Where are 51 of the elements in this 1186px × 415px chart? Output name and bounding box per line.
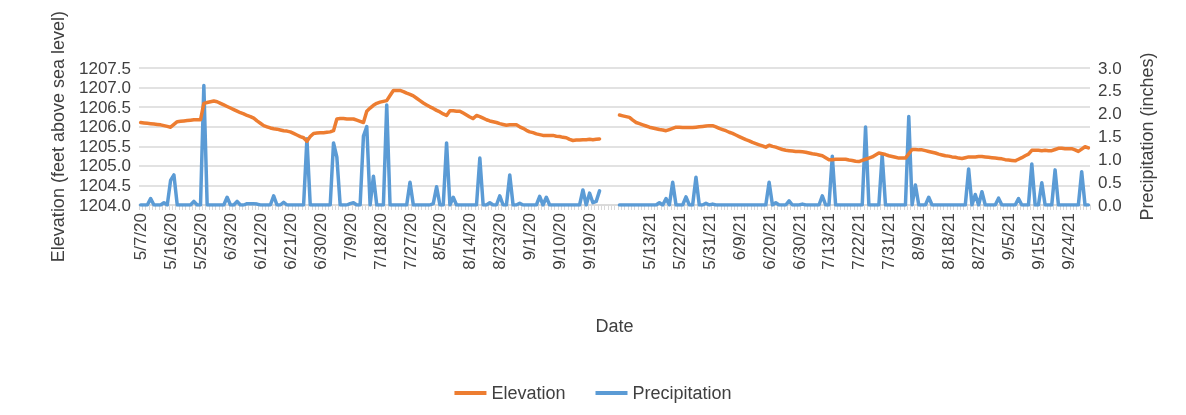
x-tick-label: 7/22/21 — [849, 213, 869, 270]
x-tick-label: 5/7/20 — [131, 213, 151, 261]
y-tick-label: 1206.5 — [79, 97, 131, 117]
y-tick-label: 1207.5 — [79, 58, 131, 78]
x-tick-label: 5/31/21 — [699, 213, 719, 270]
x-tick-label: 6/20/21 — [759, 213, 779, 270]
y2-tick-label: 2.5 — [1098, 81, 1122, 101]
x-tick-label: 6/12/20 — [250, 213, 270, 270]
legend-label: Precipitation — [632, 383, 732, 403]
x-tick-label: 7/13/21 — [819, 213, 839, 270]
x-tick-label: 8/9/21 — [909, 213, 929, 261]
x-tick-label: 7/31/21 — [879, 213, 899, 270]
x-tick-label: 5/16/20 — [161, 213, 181, 270]
y2-tick-label: 2.0 — [1098, 104, 1122, 124]
y-tick-label: 1206.0 — [79, 117, 131, 137]
x-tick-label: 5/13/21 — [639, 213, 659, 270]
x-tick-label: 6/9/21 — [729, 213, 749, 261]
x-tick-label: 8/27/21 — [969, 213, 989, 270]
y-tick-label: 1204.5 — [79, 175, 131, 195]
y-tick-label: 1207.0 — [79, 78, 131, 98]
x-tick-label: 9/24/21 — [1058, 213, 1078, 270]
x-tick-label: 9/15/21 — [1028, 213, 1048, 270]
x-tick-label: 8/14/20 — [460, 213, 480, 270]
x-tick-label: 9/5/21 — [999, 213, 1019, 261]
legend-label: Elevation — [491, 383, 566, 403]
x-tick-label: 6/3/20 — [220, 213, 240, 261]
x-tick-label: 7/9/20 — [340, 213, 360, 261]
x-tick-label: 7/18/20 — [370, 213, 390, 270]
x-tick-label: 6/21/20 — [280, 213, 300, 270]
y-tick-label: 1205.5 — [79, 136, 131, 156]
x-tick-label: 6/30/20 — [310, 213, 330, 270]
y2-tick-label: 1.0 — [1098, 149, 1122, 169]
x-tick-label: 9/19/20 — [580, 213, 600, 270]
y-tick-label: 1205.0 — [79, 156, 131, 176]
y2-axis-title: Precipitation (inches) — [1137, 52, 1157, 221]
y2-tick-label: 0.5 — [1098, 172, 1122, 192]
x-tick-label: 8/18/21 — [939, 213, 959, 270]
y-axis-title: Elevation (feet above sea level) — [48, 11, 68, 263]
y2-tick-label: 0.0 — [1098, 195, 1122, 215]
x-tick-label: 8/5/20 — [430, 213, 450, 261]
x-tick-label: 6/30/21 — [789, 213, 809, 270]
x-tick-label: 8/23/20 — [490, 213, 510, 270]
y2-tick-label: 3.0 — [1098, 58, 1122, 78]
y2-tick-label: 1.5 — [1098, 127, 1122, 147]
x-tick-label: 7/27/20 — [400, 213, 420, 270]
x-tick-label: 5/22/21 — [669, 213, 689, 270]
x-tick-label: 5/25/20 — [191, 213, 211, 270]
x-tick-label: 9/10/20 — [550, 213, 570, 270]
x-tick-label: 9/1/20 — [520, 213, 540, 261]
x-axis-title: Date — [595, 316, 634, 336]
y-tick-label: 1204.0 — [79, 195, 131, 215]
